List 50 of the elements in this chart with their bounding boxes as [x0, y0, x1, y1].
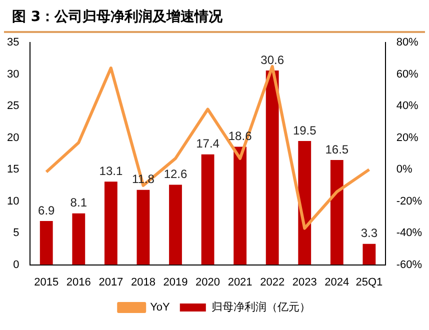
y-tick-label: 35: [6, 36, 20, 49]
y2-tick-label: 80%: [396, 36, 419, 49]
bar: [330, 160, 344, 265]
data-label: 19.5: [292, 123, 317, 138]
y-tick-label: 25: [6, 100, 20, 112]
data-label: 13.1: [99, 164, 123, 178]
data-label: 17.4: [196, 136, 220, 151]
y-tick-label: 20: [6, 132, 20, 144]
bar: [169, 184, 182, 265]
y-tick-label: 0: [13, 258, 20, 271]
data-label: 3.3: [360, 226, 378, 240]
data-label: 6.9: [38, 203, 56, 218]
y2-tick-label: 0%: [396, 164, 412, 176]
y2-tick-label: -60%: [396, 258, 422, 271]
x-tick-label: 2018: [130, 276, 156, 288]
x-tick-label: 2017: [98, 276, 124, 288]
y2-tick-label: 60%: [396, 68, 419, 80]
data-label: 8.1: [70, 196, 88, 210]
y2-tick-label: 20%: [396, 132, 419, 144]
x-tick-label: 25Q1: [356, 276, 383, 288]
y2-tick-label: 40%: [396, 100, 419, 112]
x-tick-label: 2022: [260, 276, 285, 288]
y-tick-label: 10: [6, 195, 20, 208]
x-tick-label: 2024: [324, 276, 350, 288]
x-tick-label: 2016: [66, 276, 91, 288]
legend-label: 归母净利润（亿元）: [211, 300, 310, 314]
y-tick-label: 5: [13, 227, 20, 240]
data-label: 30.6: [260, 52, 284, 67]
x-tick-label: 2020: [196, 276, 220, 288]
bar: [40, 220, 53, 265]
bar: [136, 190, 150, 265]
legend-label: YoY: [150, 302, 171, 314]
x-tick-label: 2021: [228, 276, 252, 288]
bar: [201, 154, 214, 265]
x-tick-label: 2015: [34, 276, 59, 288]
bar: [266, 70, 279, 265]
bar: [298, 141, 312, 265]
y-tick-label: 30: [6, 68, 20, 80]
y2-tick-label: -40%: [396, 227, 422, 240]
bar: [234, 146, 247, 265]
x-tick-label: 2019: [163, 276, 188, 288]
x-tick-label: 2023: [292, 276, 317, 288]
bar: [104, 182, 118, 265]
data-label: 16.5: [325, 142, 349, 156]
bar: [362, 244, 376, 265]
bar: [72, 213, 86, 265]
y2-tick-label: -20%: [396, 195, 422, 208]
data-label: 12.6: [164, 167, 188, 182]
chart-title: 图 3：公司归母净利润及增速情况: [4, 0, 425, 33]
y-tick-label: 15: [6, 164, 20, 176]
